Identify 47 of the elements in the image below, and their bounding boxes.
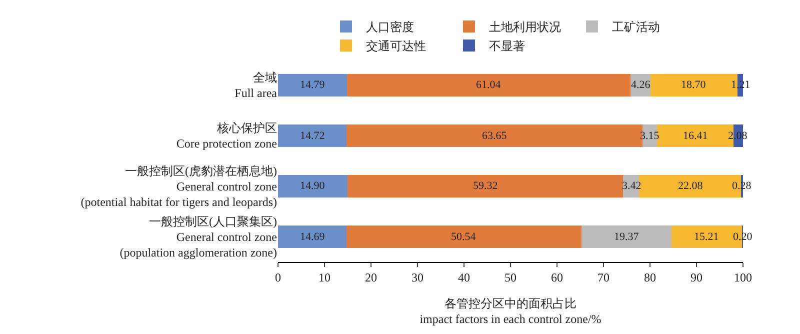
data-label: 4.26 [631, 79, 651, 91]
data-label: 18.70 [681, 79, 706, 91]
bar [346, 124, 642, 148]
data-label: 50.54 [451, 231, 476, 243]
data-label: 14.72 [300, 130, 325, 142]
bar [278, 225, 346, 248]
x-tick-label: 0 [275, 270, 281, 284]
bar [278, 124, 346, 148]
data-label: 14.69 [300, 231, 326, 243]
data-label: 22.08 [678, 180, 704, 192]
data-label: 16.41 [683, 130, 708, 142]
x-tick-label: 100 [734, 270, 752, 284]
y-tick-label: 核心保护区 Core protection zone [176, 121, 277, 151]
data-label: 15.21 [694, 231, 719, 243]
data-label: 1.21 [731, 79, 750, 91]
x-tick-label: 90 [690, 270, 702, 284]
x-tick-label: 60 [551, 270, 563, 284]
bar [278, 174, 348, 198]
legend-label: 工矿活动 [612, 20, 660, 34]
legend-label: 交通可达性 [366, 39, 426, 54]
x-tick-label: 40 [458, 270, 470, 284]
x-tick-label: 30 [412, 270, 424, 284]
y-tick-label: 全域 Full area [234, 70, 278, 100]
data-label: 14.90 [300, 180, 326, 192]
x-tick-label: 80 [644, 270, 656, 284]
y-tick-label: 一般控制区(虎豹潜在栖息地) General control zone (potential habitat for tigers and leopards) [80, 164, 278, 210]
y-tick-label: 一般控制区(人口聚集区) General control zone (population agglomeration zone) [120, 214, 277, 260]
data-label: 61.04 [476, 79, 502, 91]
x-axis-title: 各管控分区中的面积占比 impact factors in each control zone/% [420, 296, 602, 326]
bar [347, 174, 624, 198]
x-tick-label: 10 [318, 270, 330, 284]
legend-label: 土地利用状况 [489, 20, 561, 34]
data-label: 14.79 [300, 79, 326, 91]
data-label: 19.37 [614, 231, 640, 243]
bar [278, 74, 347, 97]
data-label: 59.32 [473, 180, 498, 192]
data-label: 63.65 [482, 130, 508, 142]
legend-label: 人口密度 [366, 20, 414, 34]
legend-label: 不显著 [489, 39, 525, 54]
data-label: 0.20 [733, 231, 753, 243]
bar [581, 225, 672, 248]
bar [346, 225, 582, 248]
x-tick-label: 50 [504, 270, 516, 284]
x-tick-label: 20 [365, 270, 377, 284]
bar [346, 74, 631, 97]
data-label: 0.28 [732, 180, 752, 192]
x-tick-label: 70 [598, 270, 610, 284]
